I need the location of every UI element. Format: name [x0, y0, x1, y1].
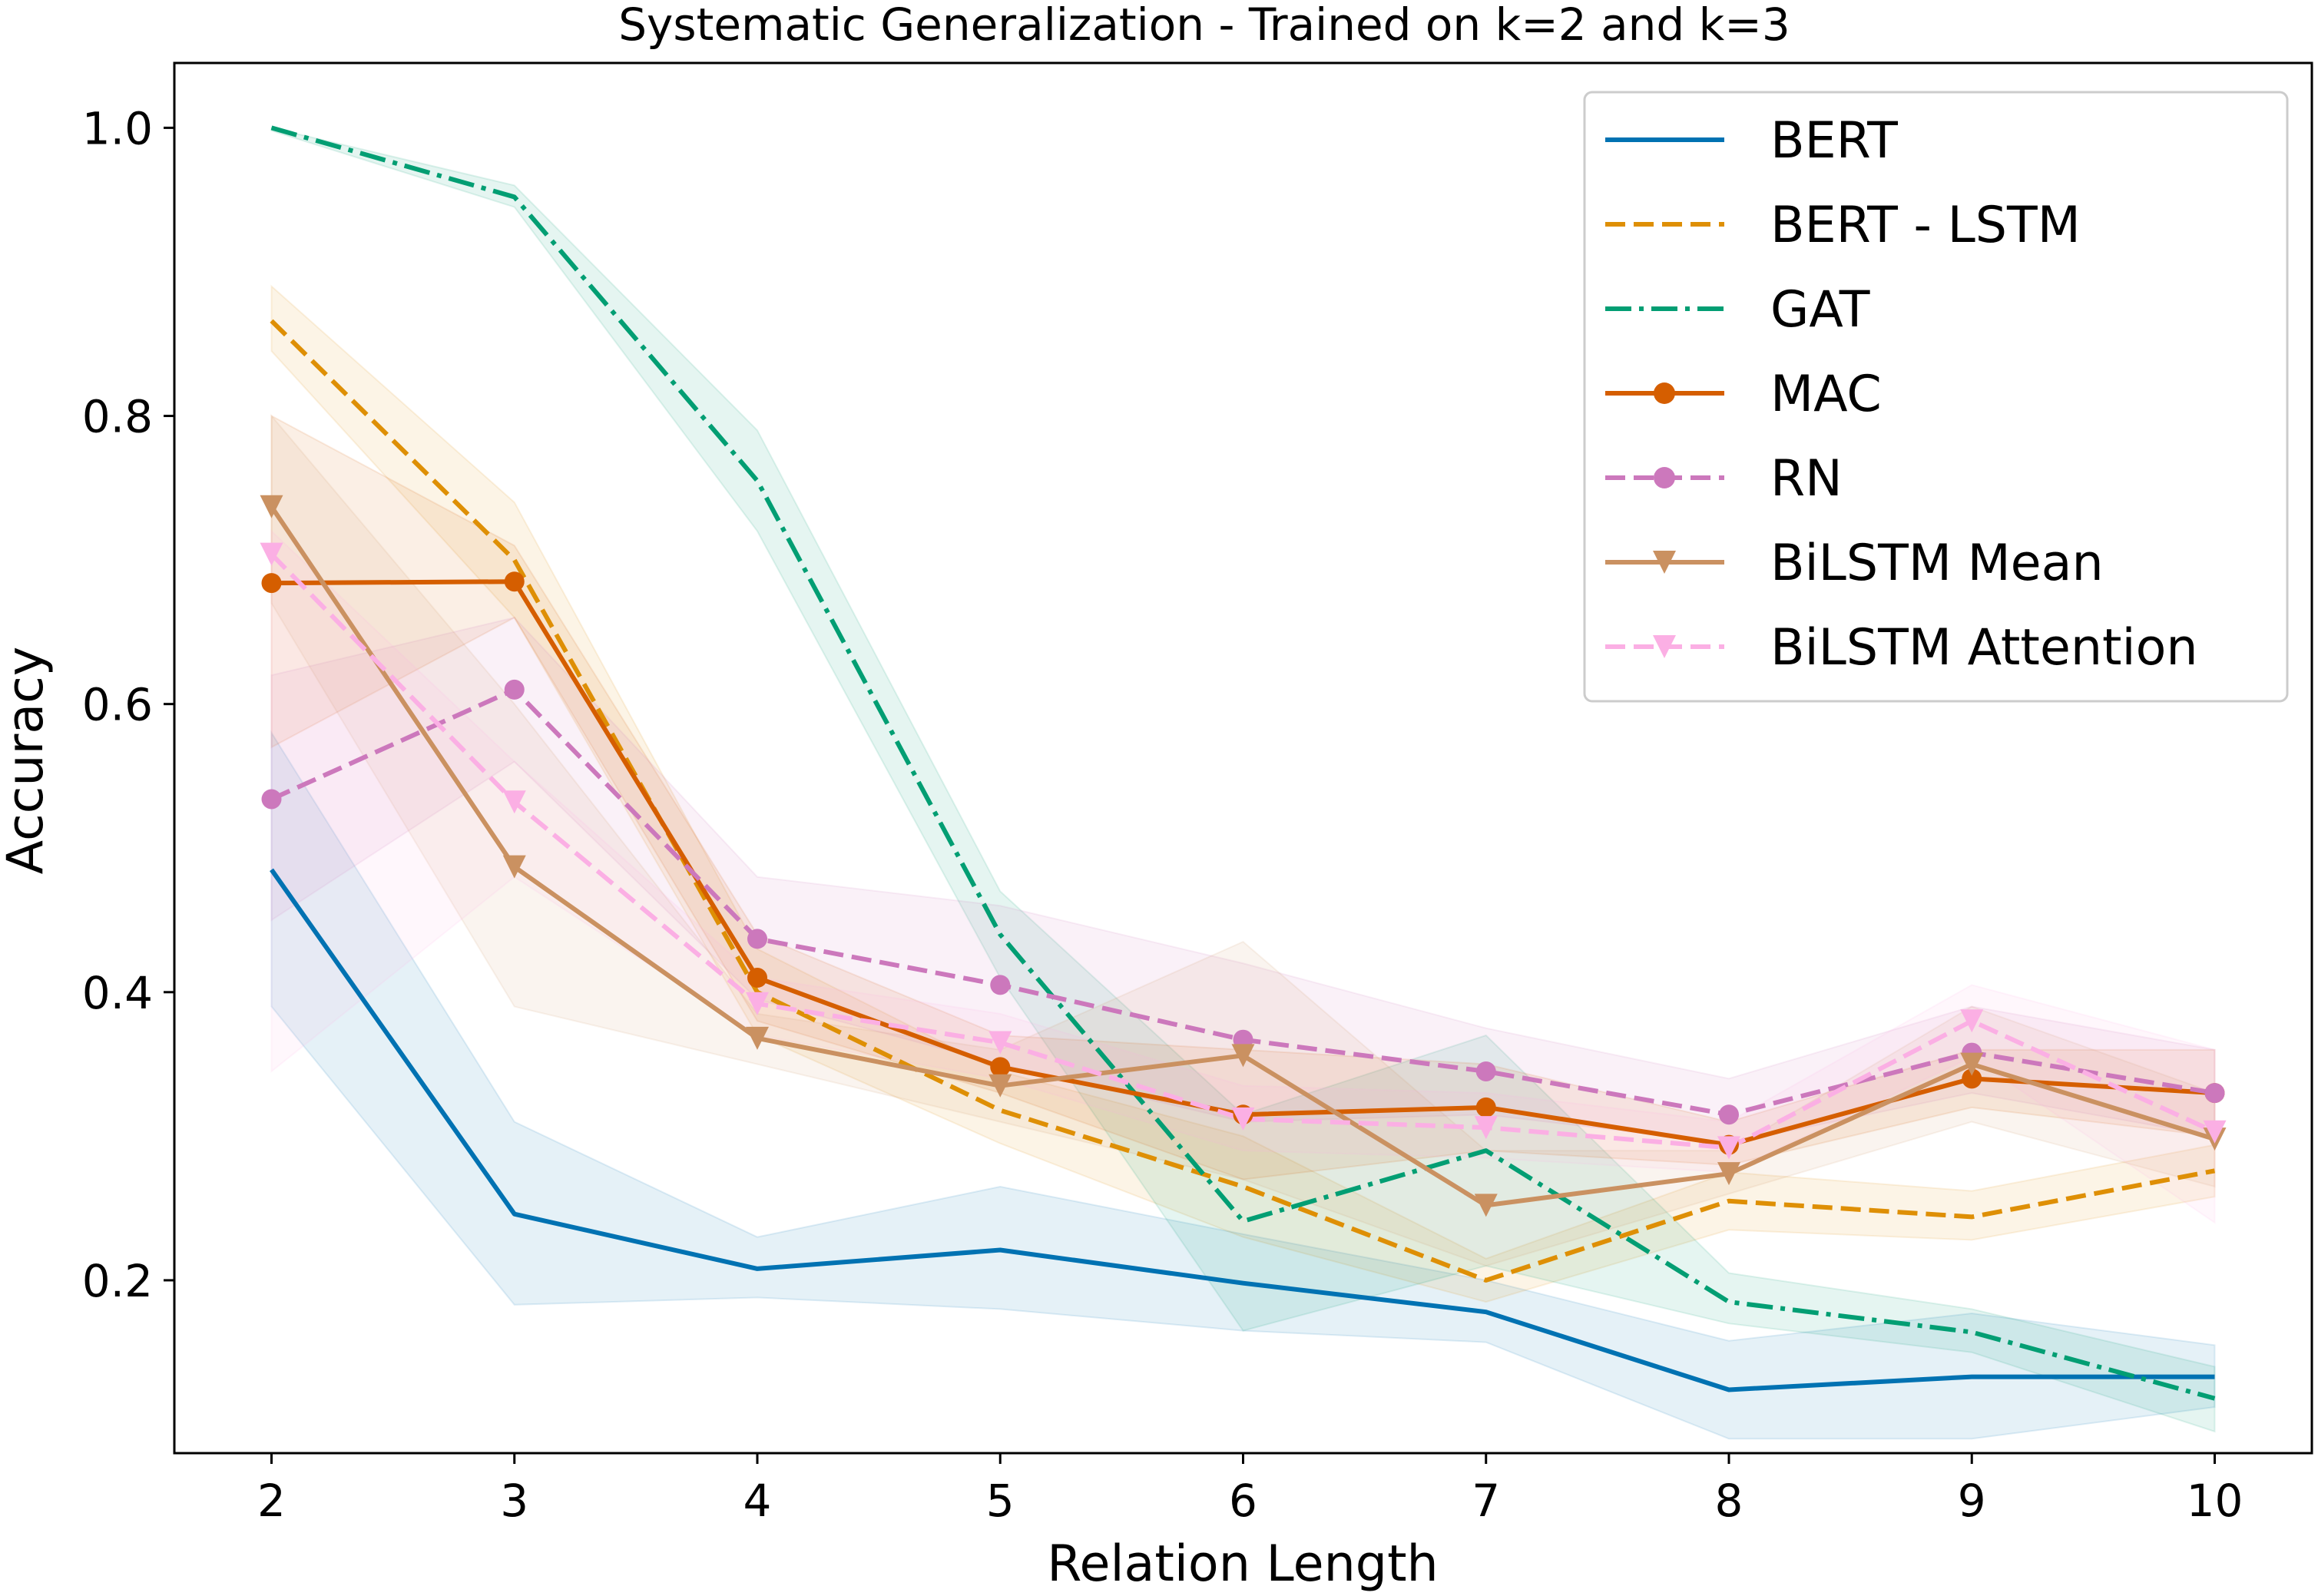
- bilstm-mean-point-8: [1717, 1162, 1740, 1186]
- rn-point-7: [1475, 1061, 1496, 1081]
- y-tick-label: 1.0: [82, 102, 153, 154]
- mac-point-2: [261, 573, 282, 594]
- bilstm-mean-point-6: [1231, 1044, 1255, 1068]
- rn-point-2: [261, 789, 282, 810]
- bilstm-mean-point-5: [988, 1074, 1012, 1098]
- legend-label-bilstm-mean: BiLSTM Mean: [1770, 535, 2104, 592]
- x-tick-label: 5: [986, 1475, 1015, 1527]
- bilstm-mean-point-9: [1960, 1052, 1984, 1076]
- legend-label-bert-lstm: BERT - LSTM: [1770, 197, 2081, 254]
- legend-box: [1583, 91, 2289, 703]
- bert-confidence-band: [270, 730, 2216, 1440]
- bilstm-attention-point-3: [502, 790, 526, 814]
- gat-series-line: [270, 125, 2216, 1401]
- legend-marker-mac: [1654, 382, 1675, 404]
- y-tick-label: 0.2: [82, 1255, 153, 1307]
- bilstm-attention-point-7: [1474, 1116, 1498, 1140]
- mac-point-5: [990, 1057, 1011, 1078]
- gat-confidence-band: [270, 127, 2216, 1433]
- bert-series-line: [270, 868, 2215, 1392]
- bilstm-attention-point-6: [1231, 1107, 1255, 1131]
- rn-point-3: [504, 679, 525, 700]
- x-tick-label: 4: [743, 1475, 772, 1527]
- x-tick-label: 2: [257, 1475, 286, 1527]
- legend-label-bert: BERT: [1770, 112, 1898, 170]
- bilstm-attention-point-2: [260, 542, 283, 566]
- chart-title: Systematic Generalization - Trained on k…: [618, 0, 1790, 51]
- x-tick-label: 3: [500, 1475, 528, 1527]
- bilstm-mean-point-4: [746, 1026, 769, 1050]
- rn-point-5: [990, 975, 1011, 995]
- bilstm-attention-series-line: [270, 552, 2216, 1151]
- y-tick-label: 0.6: [82, 679, 153, 731]
- rn-point-10: [2204, 1083, 2225, 1104]
- markers-layer: [260, 495, 2227, 1217]
- mac-point-3: [504, 571, 525, 592]
- legend: BERT BERT - LSTM GAT MAC RN BiLSTM Mean BiLSTM…: [1583, 91, 2289, 703]
- y-axis: 0.2 0.4 0.6 0.8 1.0: [82, 102, 174, 1307]
- bilstm-attention-point-10: [2203, 1120, 2227, 1144]
- x-tick-label: 7: [1472, 1475, 1500, 1527]
- legend-label-bilstm-attention: BiLSTM Attention: [1770, 619, 2198, 677]
- bilstm-mean-point-7: [1474, 1194, 1498, 1217]
- bilstm-mean-point-3: [502, 855, 526, 879]
- x-tick-label: 6: [1229, 1475, 1257, 1527]
- x-axis: 2 3 4 5 6 7 8 9 10: [257, 1453, 2243, 1527]
- x-axis-label: Relation Length: [1047, 1535, 1439, 1593]
- bilstm-mean-point-2: [260, 495, 283, 518]
- legend-label-rn: RN: [1770, 450, 1843, 508]
- legend-marker-rn: [1654, 467, 1675, 488]
- rn-point-8: [1719, 1104, 1739, 1125]
- bilstm-attention-point-5: [988, 1031, 1012, 1055]
- bilstm-attention-point-8: [1717, 1136, 1740, 1160]
- y-axis-label: Accuracy: [0, 647, 55, 875]
- rn-point-4: [747, 929, 767, 949]
- y-tick-label: 0.8: [82, 391, 153, 443]
- legend-marker-bilstm-attention: [1653, 635, 1676, 658]
- bilstm-attention-point-4: [746, 992, 769, 1015]
- legend-label-mac: MAC: [1770, 366, 1882, 423]
- y-tick-label: 0.4: [82, 967, 153, 1019]
- bilstm-attention-point-9: [1960, 1009, 1984, 1033]
- mac-point-7: [1475, 1097, 1496, 1118]
- legend-marker-bilstm-mean: [1653, 551, 1676, 574]
- x-tick-label: 8: [1715, 1475, 1743, 1527]
- x-tick-label: 10: [2187, 1475, 2243, 1527]
- x-tick-label: 9: [1958, 1475, 1986, 1527]
- legend-label-gat: GAT: [1770, 281, 1870, 339]
- mac-point-4: [747, 968, 767, 988]
- mac-point-9: [1962, 1068, 1982, 1089]
